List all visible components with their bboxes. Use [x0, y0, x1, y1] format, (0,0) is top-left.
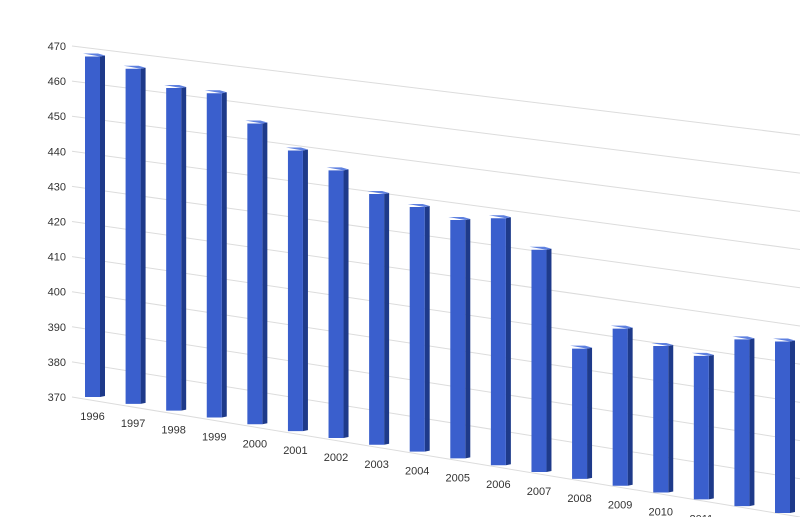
bar: [651, 343, 674, 493]
bar: [204, 90, 227, 418]
y-tick-label: 420: [48, 217, 66, 229]
bar: [691, 352, 714, 500]
grid-line: [71, 326, 800, 442]
bar: [773, 338, 795, 513]
bar: [610, 325, 633, 486]
grid-line: [71, 291, 800, 403]
x-tick-label: 2006: [486, 479, 510, 491]
y-tick-label: 370: [48, 392, 66, 404]
x-tick-label: 2000: [243, 438, 267, 450]
bar: [245, 120, 268, 425]
y-tick-label: 460: [48, 76, 66, 88]
x-tick-label: 2004: [405, 466, 429, 478]
y-tick-label: 430: [48, 181, 66, 193]
y-tick-label: 410: [48, 252, 66, 264]
y-axis-ticks: 470 460 450 440 430 420 410 400 390 380 370: [48, 41, 66, 404]
bar: [83, 53, 105, 397]
bar: [326, 167, 349, 438]
x-tick-label: 2009: [608, 500, 632, 512]
bar: [285, 147, 308, 432]
bar: [529, 246, 552, 473]
x-tick-label: 2008: [567, 493, 591, 505]
x-tick-label: 2007: [527, 486, 551, 498]
x-tick-label: 2011: [689, 513, 713, 517]
grid-lines: [71, 45, 800, 518]
y-tick-label: 390: [48, 322, 66, 334]
x-tick-label: 2005: [446, 472, 470, 484]
x-tick-label: 2003: [364, 459, 388, 471]
y-tick-label: 440: [48, 146, 66, 158]
y-tick-label: 380: [48, 357, 66, 369]
x-axis-ticks: 1996 1997 1998 1999 2000 2001 2002 2003 2004 2005…: [80, 411, 754, 522]
bar: [367, 191, 390, 445]
x-tick-label: 2010: [648, 507, 672, 517]
bar: [488, 215, 511, 466]
y-tick-label: 470: [48, 41, 66, 53]
bar: [448, 216, 471, 459]
y-tick-label: 400: [48, 287, 66, 299]
x-tick-label: 1996: [80, 411, 104, 423]
grid-line: [71, 115, 800, 212]
x-tick-label: 2001: [283, 445, 307, 457]
x-tick-label: 2002: [324, 452, 348, 464]
grid-line: [71, 150, 800, 251]
bar: [570, 345, 593, 479]
bars: [83, 53, 795, 513]
grid-line: [71, 45, 800, 136]
grid-line: [71, 361, 800, 480]
x-tick-label: 1997: [121, 418, 145, 430]
grid-line: [71, 80, 800, 174]
y-tick-label: 450: [48, 111, 66, 123]
grid-line: [71, 185, 800, 289]
grid-line: [71, 396, 800, 518]
bar: [123, 65, 146, 404]
x-tick-label: 1999: [202, 431, 226, 443]
grid-line: [71, 221, 800, 327]
x-tick-label: 1998: [161, 425, 185, 437]
bar: [164, 85, 187, 411]
bar: [732, 336, 755, 507]
grid-line: [71, 256, 800, 365]
bar: [407, 203, 430, 452]
